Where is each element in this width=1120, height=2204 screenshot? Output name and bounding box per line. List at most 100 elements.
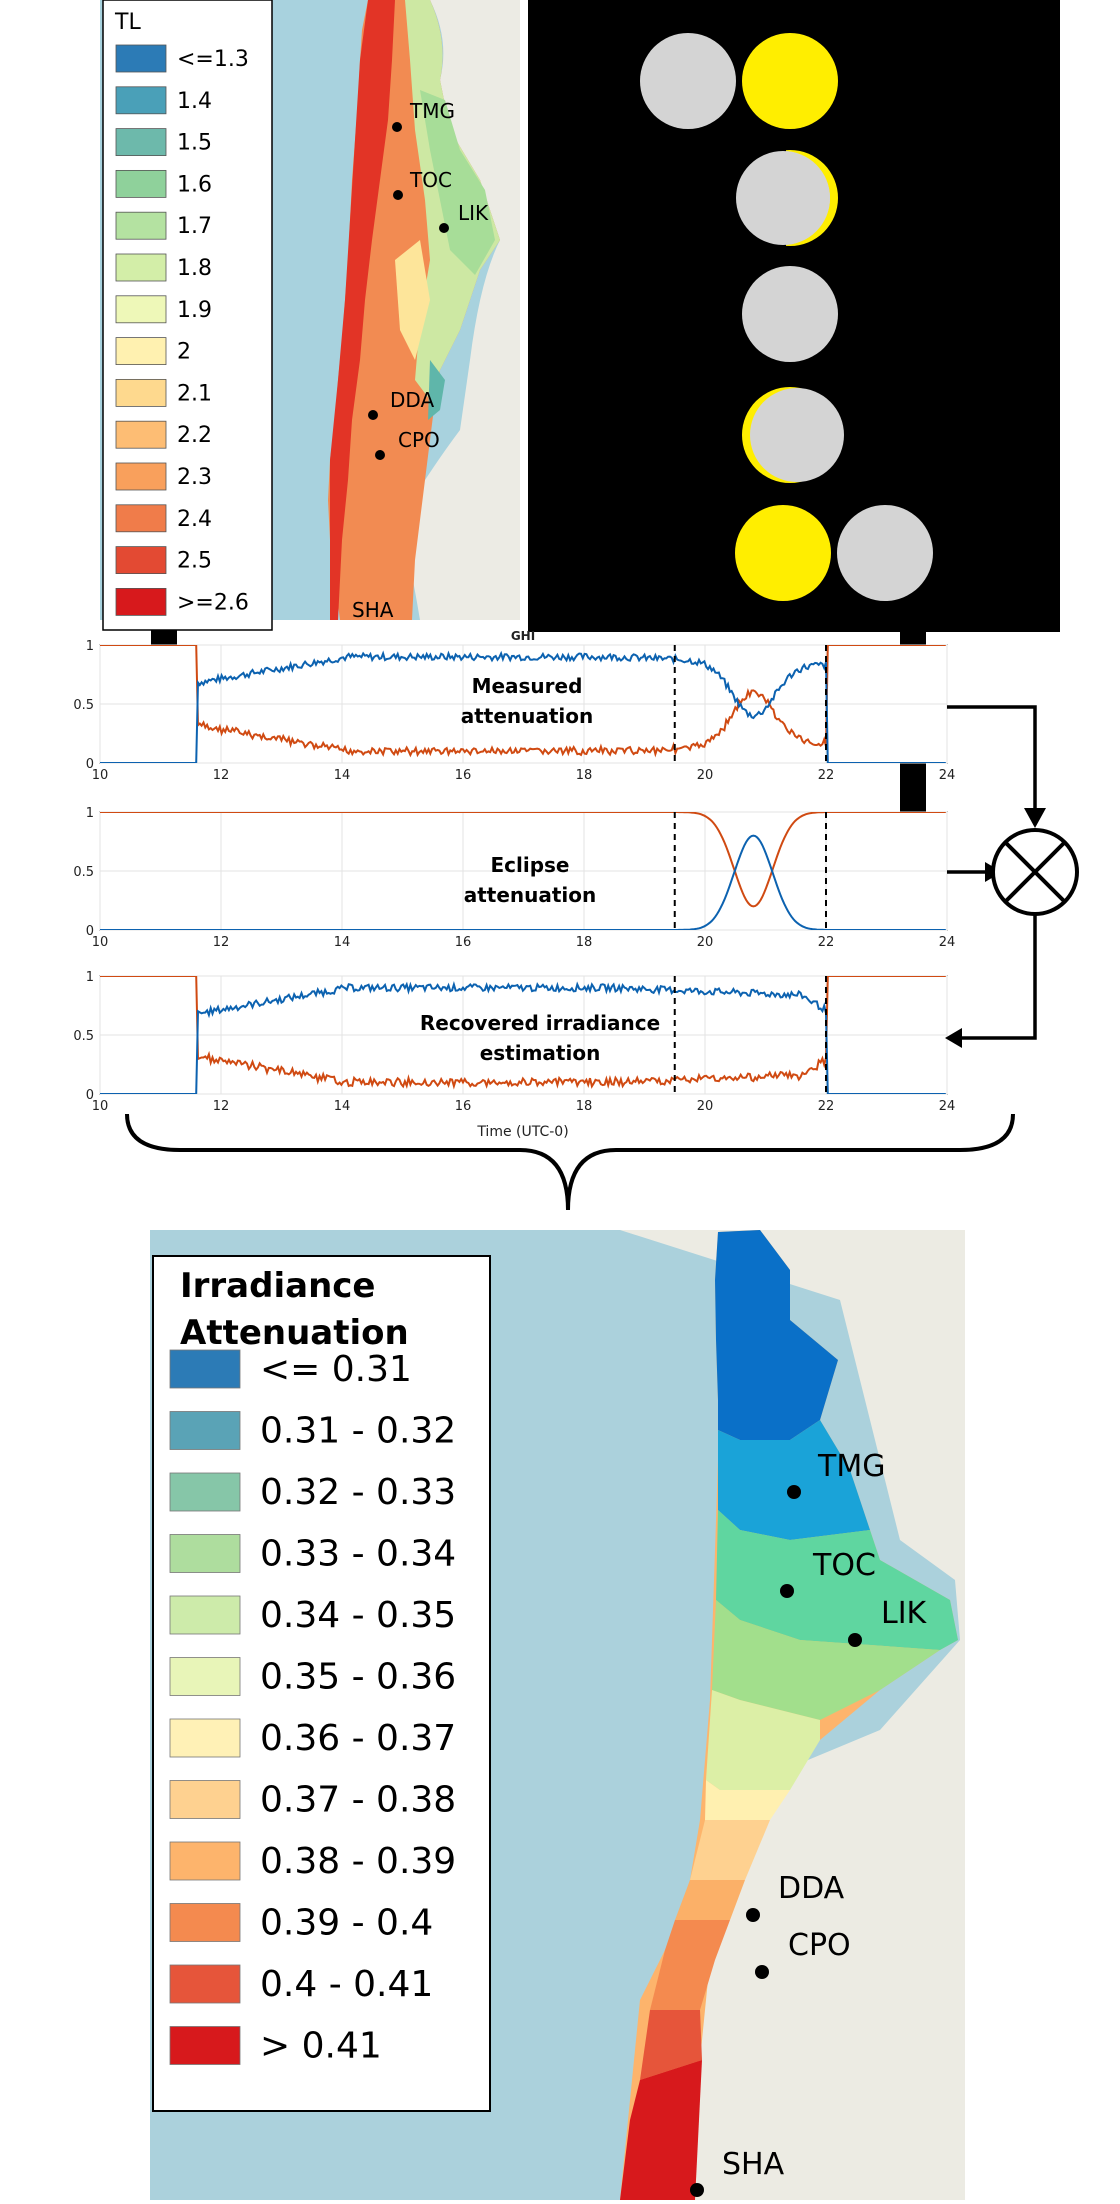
x-tick-label: 18 <box>576 1099 593 1114</box>
x-tick-label: 18 <box>576 768 593 783</box>
ia-legend-item: 0.35 - 0.36 <box>169 1657 456 1698</box>
panel-label: Recovered irradiance <box>420 1011 660 1035</box>
ia-legend-swatch <box>169 1349 241 1389</box>
recovered-irradiance-panel: 0 0.5 1 10 12 14 16 18 20 22 24 Recovered irradianc… <box>73 970 955 1114</box>
tl-legend-swatch <box>115 420 167 449</box>
ia-legend-item: <= 0.31 <box>169 1349 412 1390</box>
eclipse-attenuation-panel: 0 0.5 1 10 12 14 16 18 20 22 24 Eclipse attenuation <box>73 806 955 950</box>
x-tick-label: 16 <box>455 1099 472 1114</box>
y-tick-label: 0 <box>86 757 94 772</box>
svg-text:TMG: TMG <box>817 1449 885 1484</box>
tl-legend: TL <=1.3 1.4 1.5 1.6 1.7 1.8 1.9 2 2.1 2.2 2.3 2.4 2… <box>102 0 273 631</box>
ia-legend-title-2: Attenuation <box>180 1313 409 1353</box>
connector-lines <box>947 705 1037 1040</box>
x-tick-label: 16 <box>455 768 472 783</box>
ia-station-tmg: TMG <box>787 1449 885 1499</box>
ia-legend-label: 0.35 - 0.36 <box>260 1657 456 1698</box>
tl-station-tmg: TMG <box>392 99 455 132</box>
tl-station-lik: LIK <box>439 201 489 233</box>
y-tick-label: 1 <box>86 970 94 985</box>
tl-legend-swatch <box>115 462 167 491</box>
ia-legend-swatch <box>169 1718 241 1758</box>
tl-legend-item: 1.5 <box>115 128 212 157</box>
moon-disk <box>640 33 736 129</box>
ia-legend-swatch <box>169 1534 241 1573</box>
y-tick-label: 0.5 <box>73 1029 94 1044</box>
x-tick-label: 20 <box>697 768 714 783</box>
ia-legend-title-1: Irradiance <box>180 1266 375 1306</box>
tl-legend-item: 2.5 <box>115 546 212 574</box>
tl-legend-label: 1.7 <box>177 214 212 239</box>
tl-legend-swatch <box>115 546 167 574</box>
tl-legend-item: >=2.6 <box>115 588 249 616</box>
x-axis-label: Time (UTC-0) <box>476 1124 568 1140</box>
svg-text:DDA: DDA <box>778 1871 845 1906</box>
ia-legend-item: 0.36 - 0.37 <box>169 1718 456 1759</box>
ia-legend-label: 0.38 - 0.39 <box>260 1841 456 1882</box>
tl-legend-item: 1.9 <box>115 295 212 324</box>
ia-legend-label: <= 0.31 <box>260 1349 412 1390</box>
moon-disk <box>837 505 933 601</box>
x-tick-label: 10 <box>92 768 109 783</box>
tl-legend-swatch <box>115 253 167 282</box>
series-line-blue <box>100 650 946 763</box>
tl-station-sha: SHA <box>352 598 394 622</box>
tl-legend-item: 1.7 <box>115 211 212 240</box>
svg-text:SHA: SHA <box>352 598 394 622</box>
ia-legend-label: 0.33 - 0.34 <box>260 1534 456 1575</box>
eclipse-panel <box>528 0 1060 632</box>
tl-legend-item: 2.3 <box>115 462 212 491</box>
x-tick-label: 20 <box>697 1099 714 1114</box>
x-tick-label: 14 <box>334 768 351 783</box>
tl-legend-label: 2 <box>177 340 191 365</box>
x-tick-label: 10 <box>92 1099 109 1114</box>
tl-legend-swatch <box>115 128 167 157</box>
ia-legend-label: 0.34 - 0.35 <box>260 1595 456 1636</box>
ia-legend-swatch <box>169 1657 241 1696</box>
ia-station-dda: DDA <box>746 1871 845 1922</box>
tl-legend-swatch <box>115 44 167 73</box>
y-tick-label: 0 <box>86 1088 94 1103</box>
series-line-orange <box>100 812 946 908</box>
tl-legend-label: 1.4 <box>177 89 212 114</box>
moon-disk <box>742 266 838 362</box>
x-tick-label: 10 <box>92 935 109 950</box>
panel-label: attenuation <box>464 883 597 907</box>
x-tick-label: 20 <box>697 935 714 950</box>
ia-legend-item: > 0.41 <box>169 2026 382 2067</box>
svg-text:CPO: CPO <box>788 1928 851 1963</box>
ia-legend: Irradiance Attenuation <= 0.31 0.31 - 0.3… <box>152 1255 491 2112</box>
tl-legend-label: 1.9 <box>177 298 212 323</box>
x-tick-label: 14 <box>334 1099 351 1114</box>
tl-legend-label: <=1.3 <box>177 47 249 72</box>
ia-legend-label: 0.39 - 0.4 <box>260 1903 433 1944</box>
svg-text:TOC: TOC <box>409 168 452 192</box>
y-tick-label: 0 <box>86 924 94 939</box>
x-tick-label: 24 <box>939 935 956 950</box>
tl-legend-label: 2.1 <box>177 381 212 406</box>
eclipse-phase-4 <box>742 387 844 483</box>
ia-legend-item: 0.38 - 0.39 <box>169 1841 456 1882</box>
tl-legend-item: 2.2 <box>115 420 212 449</box>
moon-disk <box>750 388 844 482</box>
svg-text:LIK: LIK <box>458 201 489 225</box>
ghi-title: GHI <box>511 629 535 643</box>
ia-legend-label: 0.31 - 0.32 <box>260 1411 456 1452</box>
tl-legend-label: 2.2 <box>177 423 212 448</box>
y-tick-label: 1 <box>86 806 94 821</box>
tl-legend-label: 2.5 <box>177 549 212 574</box>
eclipse-phase-2 <box>720 148 838 248</box>
ia-legend-item: 0.39 - 0.4 <box>169 1903 433 1944</box>
tl-legend-swatch <box>115 588 167 616</box>
series-line-blue <box>100 981 946 1094</box>
ia-legend-item: 0.37 - 0.38 <box>169 1780 456 1821</box>
x-tick-label: 24 <box>939 1099 956 1114</box>
eclipse-phase-5 <box>735 505 933 601</box>
ia-legend-item: 0.34 - 0.35 <box>169 1595 456 1636</box>
svg-text:TMG: TMG <box>409 99 455 123</box>
ia-legend-swatch <box>169 1595 241 1635</box>
ia-legend-swatch <box>169 1903 241 1942</box>
x-tick-label: 22 <box>818 1099 835 1114</box>
panel-label: Eclipse <box>490 853 569 877</box>
ia-legend-label: 0.36 - 0.37 <box>260 1718 456 1759</box>
